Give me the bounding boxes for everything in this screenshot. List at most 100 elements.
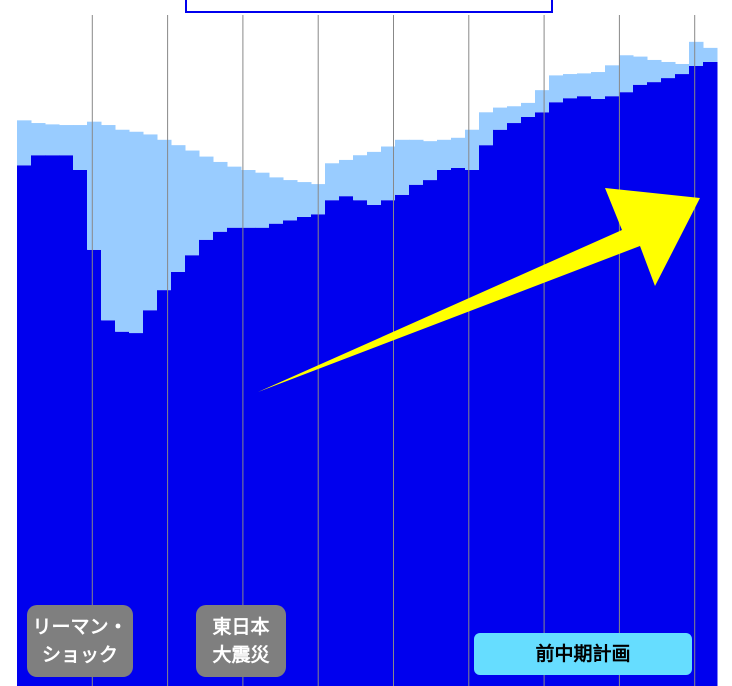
bar-segment (437, 139, 452, 171)
bar-segment (269, 177, 284, 224)
bar-segment (255, 172, 270, 228)
annotation-text: 大震災 (212, 643, 270, 666)
bar-segment (17, 165, 32, 686)
bar-segment (339, 159, 354, 197)
bar-segment (31, 123, 46, 156)
bar-segment (675, 74, 690, 686)
bar-segment (633, 56, 648, 85)
bar-segment (157, 290, 172, 686)
bar-segment (171, 271, 186, 686)
bar-segment (619, 55, 634, 93)
bar-segment (479, 112, 494, 146)
bar-segment (101, 125, 116, 321)
bar-segment (507, 106, 522, 124)
bar-segment (115, 129, 130, 332)
bar-segment (493, 107, 508, 130)
bar-segment (339, 196, 354, 686)
annotation-text: 東日本 (212, 615, 269, 638)
bar-segment (689, 41, 704, 66)
bar-segment (367, 151, 382, 205)
bar-segment (465, 129, 480, 171)
bar-segment (381, 200, 396, 686)
bar-segment (619, 92, 634, 686)
annotation-box (474, 633, 692, 675)
bar-segment (661, 61, 676, 79)
bar-segment (73, 170, 88, 686)
bar-segment (549, 102, 564, 686)
title-box (185, 0, 553, 13)
bar-segment (227, 227, 242, 686)
bar-segment (185, 255, 200, 686)
bar-segment (577, 73, 592, 97)
bar-segment (647, 82, 662, 686)
bar-segment (87, 121, 102, 250)
bar-segment (367, 204, 382, 686)
bar-segment (157, 139, 172, 291)
bar-segment (213, 231, 228, 686)
bar-segment (353, 155, 368, 201)
bar-segment (577, 96, 592, 686)
bar-segment (101, 320, 116, 686)
bar-segment (605, 65, 620, 97)
annotation-box (196, 605, 286, 677)
bar-segment (227, 166, 242, 228)
bar-segment (59, 155, 74, 686)
bar-segment (59, 125, 74, 156)
bar-segment (353, 200, 368, 686)
bar-segment (703, 47, 718, 62)
bar-segment (17, 120, 32, 166)
bar-segment (675, 63, 690, 75)
bar-segment (143, 134, 158, 311)
bar-segment (479, 145, 494, 686)
bar-segment (31, 155, 46, 686)
bar-segment (241, 227, 256, 686)
separators (91, 15, 696, 686)
bar-segment (423, 180, 438, 686)
bar-segment (297, 182, 312, 217)
bar-segment (199, 156, 214, 240)
bar-segment (297, 216, 312, 686)
annotation-box (27, 605, 133, 677)
bar-segment (591, 72, 606, 99)
bar-segment (143, 310, 158, 686)
bar-segment (451, 167, 466, 686)
bar-segment (395, 139, 410, 195)
bar-segment (241, 170, 256, 228)
bar-segment (703, 61, 718, 686)
bar-segment (535, 90, 550, 113)
bar-segment (521, 116, 536, 686)
bar-segment (465, 170, 480, 686)
bar-segment (115, 331, 130, 686)
bar-segment (45, 124, 60, 156)
bar-segment (255, 227, 270, 686)
bar-segment (129, 131, 144, 334)
bar-segment (647, 59, 662, 83)
bar-segment (661, 78, 676, 686)
bar-segment (381, 146, 396, 201)
bar-segment (591, 98, 606, 686)
bar-segment (395, 194, 410, 686)
bar-segment (409, 184, 424, 686)
bar-segment (563, 98, 578, 686)
bar-segment (269, 223, 284, 686)
bar-segment (171, 145, 186, 272)
annotation-text: 前中期計画 (535, 642, 630, 665)
bar-segment (185, 150, 200, 256)
bar-segment (409, 139, 424, 185)
bar-segment (423, 141, 438, 181)
bar-segment (129, 333, 144, 686)
bar-segment (605, 96, 620, 686)
arrow (258, 188, 700, 392)
annotation-text: ショック (42, 644, 118, 666)
bar-segment (521, 102, 536, 117)
bar-segment (325, 163, 340, 201)
bar-segment (45, 155, 60, 686)
bar-segment (283, 180, 298, 221)
bar-segment (437, 170, 452, 686)
bar-segment (689, 65, 704, 686)
bar-segment (535, 112, 550, 686)
annotation-text: リーマン・ (32, 617, 127, 638)
bar-segment (73, 125, 88, 171)
bar-segment (87, 249, 102, 686)
bar-segment (213, 161, 228, 232)
